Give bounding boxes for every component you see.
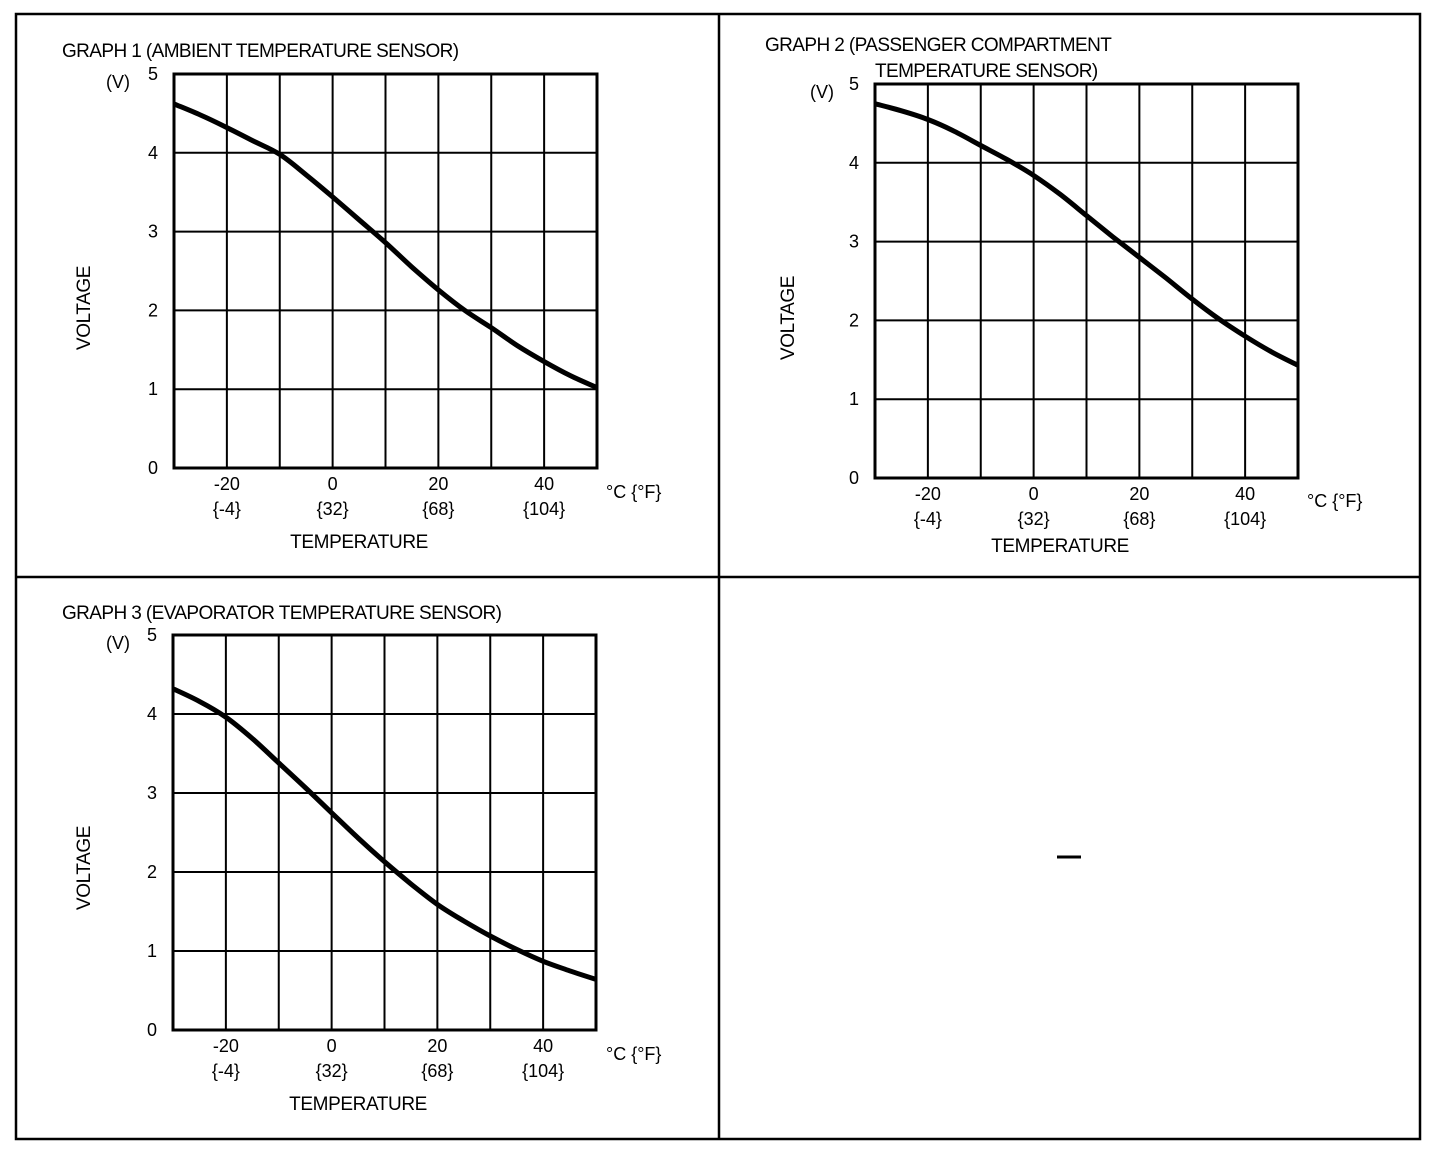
x-unit-label: °C {°F} xyxy=(606,1044,661,1064)
x-tick-fahrenheit-label: {-4} xyxy=(914,509,942,529)
y-unit-label: (V) xyxy=(106,633,130,653)
graph-title: GRAPH 2 (PASSENGER COMPARTMENT xyxy=(765,35,1112,56)
x-tick-label: 0 xyxy=(328,474,338,494)
graph-title-line-2: TEMPERATURE SENSOR) xyxy=(875,61,1098,82)
x-tick-label: 0 xyxy=(1029,484,1039,504)
x-tick-label: -20 xyxy=(915,484,941,504)
x-tick-fahrenheit-label: {68} xyxy=(422,499,454,519)
x-tick-fahrenheit-label: {-4} xyxy=(213,499,241,519)
y-tick-label: 4 xyxy=(148,143,158,163)
y-tick-label: 5 xyxy=(148,64,158,84)
y-tick-label: 3 xyxy=(147,783,157,803)
x-tick-label: -20 xyxy=(214,474,240,494)
y-tick-label: 1 xyxy=(148,379,158,399)
voltage-curve-series-0 xyxy=(173,101,598,390)
y-unit-label: (V) xyxy=(810,82,834,102)
graph-1-ambient-temperature-sensor: GRAPH 1 (AMBIENT TEMPERATURE SENSOR) 0 1 2 3… xyxy=(62,41,661,553)
x-tick-fahrenheit-label: {68} xyxy=(421,1061,453,1081)
x-tick-fahrenheit-label: {32} xyxy=(316,1061,348,1081)
y-unit-label: (V) xyxy=(106,72,130,92)
y-tick-label: 0 xyxy=(148,458,158,478)
y-tick-label: 5 xyxy=(147,625,157,645)
x-tick-fahrenheit-label: {32} xyxy=(317,499,349,519)
y-tick-label: 0 xyxy=(849,468,859,488)
y-tick-label: 1 xyxy=(147,941,157,961)
graph-3-evaporator-temperature-sensor: GRAPH 3 (EVAPORATOR TEMPERATURE SENSOR) 0… xyxy=(62,603,661,1115)
y-axis-label: VOLTAGE xyxy=(778,276,799,360)
x-tick-fahrenheit-label: {32} xyxy=(1018,509,1050,529)
y-tick-label: 3 xyxy=(849,232,859,252)
x-tick-fahrenheit-label: {104} xyxy=(1224,509,1266,529)
plot-frame xyxy=(171,633,598,1032)
voltage-curve-series-0 xyxy=(171,686,597,982)
x-tick-fahrenheit-label: {68} xyxy=(1123,509,1155,529)
x-tick-fahrenheit-label: {104} xyxy=(522,1061,564,1081)
x-tick-label: 20 xyxy=(428,474,448,494)
x-tick-label: 20 xyxy=(427,1036,447,1056)
graph-title: GRAPH 3 (EVAPORATOR TEMPERATURE SENSOR) xyxy=(62,603,502,624)
voltage-curve-series-0 xyxy=(874,101,1300,368)
y-tick-label: 2 xyxy=(147,862,157,882)
x-axis-label: TEMPERATURE xyxy=(289,1094,427,1115)
plot-frame xyxy=(873,82,1300,480)
x-tick-fahrenheit-label: {-4} xyxy=(212,1061,240,1081)
x-tick-fahrenheit-label: {104} xyxy=(523,499,565,519)
x-axis-label: TEMPERATURE xyxy=(991,536,1129,557)
y-tick-label: 5 xyxy=(849,74,859,94)
plot-frame xyxy=(172,72,599,470)
x-tick-label: 40 xyxy=(533,1036,553,1056)
y-tick-label: 2 xyxy=(849,310,859,330)
y-tick-label: 1 xyxy=(849,389,859,409)
x-tick-label: -20 xyxy=(213,1036,239,1056)
x-tick-label: 0 xyxy=(327,1036,337,1056)
x-tick-label: 40 xyxy=(1235,484,1255,504)
x-axis-label: TEMPERATURE xyxy=(290,532,428,553)
y-tick-label: 4 xyxy=(849,153,859,173)
y-tick-label: 2 xyxy=(148,300,158,320)
y-axis-label: VOLTAGE xyxy=(74,266,95,350)
y-tick-label: 4 xyxy=(147,704,157,724)
x-unit-label: °C {°F} xyxy=(1307,491,1362,511)
x-tick-label: 20 xyxy=(1129,484,1149,504)
y-tick-label: 0 xyxy=(147,1020,157,1040)
x-tick-label: 40 xyxy=(534,474,554,494)
y-tick-label: 3 xyxy=(148,222,158,242)
graph-2-passenger-compartment-temperature-sensor: GRAPH 2 (PASSENGER COMPARTMENT TEMPERATUR… xyxy=(765,35,1362,557)
graph-title: GRAPH 1 (AMBIENT TEMPERATURE SENSOR) xyxy=(62,41,459,62)
x-unit-label: °C {°F} xyxy=(606,482,661,502)
y-axis-label: VOLTAGE xyxy=(74,826,95,910)
